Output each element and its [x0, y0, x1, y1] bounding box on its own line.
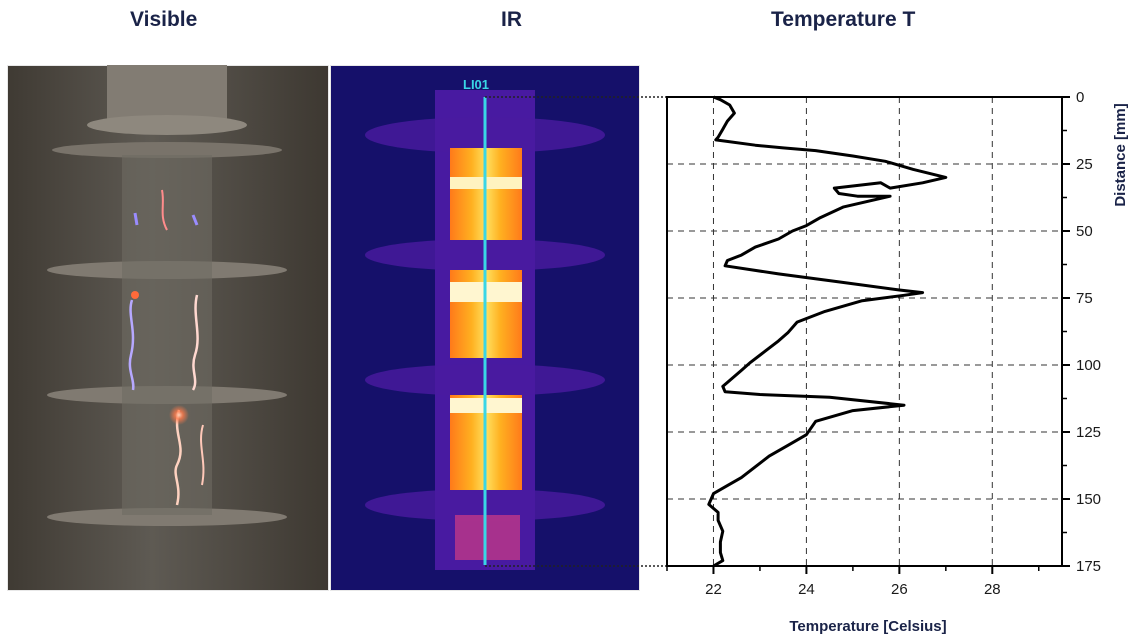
- ir-title: IR: [501, 8, 522, 31]
- plot-frame: [666, 96, 1063, 567]
- temperature-curve: [707, 95, 948, 568]
- y-tick-label: 25: [1076, 156, 1093, 173]
- y-tick-label: 0: [1076, 89, 1084, 106]
- x-tick-label: 26: [891, 581, 908, 598]
- y-tick-label: 175: [1076, 558, 1101, 575]
- y-tick-label: 50: [1076, 223, 1093, 240]
- ir-thermal-image: LI01: [330, 65, 640, 591]
- visible-title: Visible: [130, 8, 198, 31]
- y-tick-label: 125: [1076, 424, 1101, 441]
- y-tick-label: 150: [1076, 491, 1101, 508]
- y-tick-label: 100: [1076, 357, 1101, 374]
- ir-line-label: LI01: [463, 77, 489, 92]
- x-tick-label: 28: [984, 581, 1001, 598]
- visible-photo: [7, 65, 329, 591]
- y-axis-label: Distance [mm]: [1112, 103, 1129, 206]
- x-tick-label: 24: [798, 581, 815, 598]
- x-tick-label: 22: [705, 581, 722, 598]
- y-tick-label: 75: [1076, 290, 1093, 307]
- temperature-title: Temperature T: [771, 8, 916, 31]
- x-axis-label: Temperature [Celsius]: [789, 618, 946, 635]
